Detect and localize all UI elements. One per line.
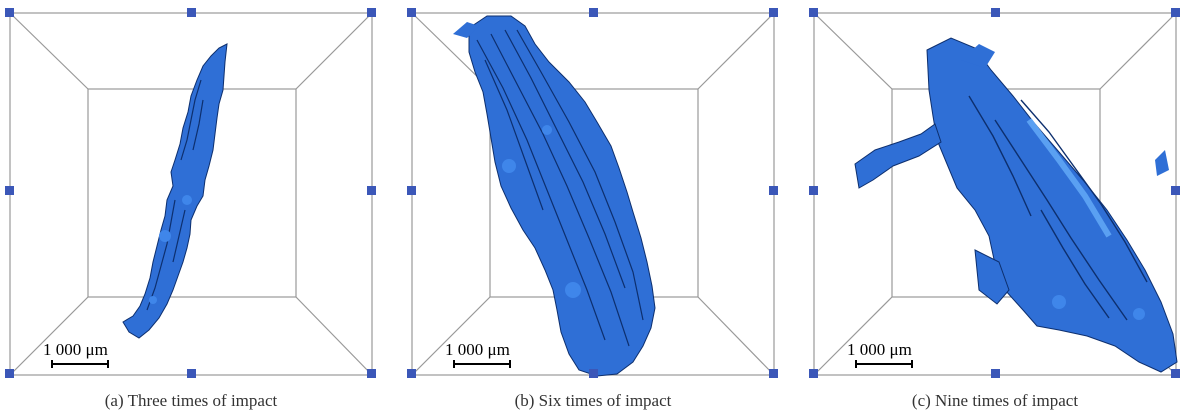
scale-bar-b: 1 000 μm — [445, 340, 511, 368]
crack-volume-c — [854, 37, 1178, 373]
scale-bar-c: 1 000 μm — [847, 340, 913, 368]
panel-c: 1 000 μm (c) Nine times of impact — [809, 0, 1181, 418]
scale-bar-line — [855, 360, 913, 368]
caption-c: (c) Nine times of impact — [911, 391, 1079, 410]
scale-bar-a: 1 000 μm — [43, 340, 109, 368]
scale-bar-line — [51, 360, 109, 368]
render-view-a — [5, 8, 376, 378]
scale-bar-label: 1 000 μm — [445, 340, 510, 359]
crack-volume-a — [122, 43, 228, 339]
render-view-c — [809, 8, 1180, 378]
caption-b: (b) Six times of impact — [514, 391, 672, 410]
render-view-b — [407, 8, 778, 378]
panel-b: 1 000 μm (b) Six times of impact — [407, 0, 779, 418]
scale-bar-label: 1 000 μm — [43, 340, 108, 359]
scale-bar-line — [453, 360, 511, 368]
crack-volume-b — [453, 15, 656, 377]
scale-bar-label: 1 000 μm — [847, 340, 912, 359]
caption-a: (a) Three times of impact — [104, 391, 278, 410]
panel-a: 1 000 μm (a) Three times of impact — [5, 0, 377, 418]
